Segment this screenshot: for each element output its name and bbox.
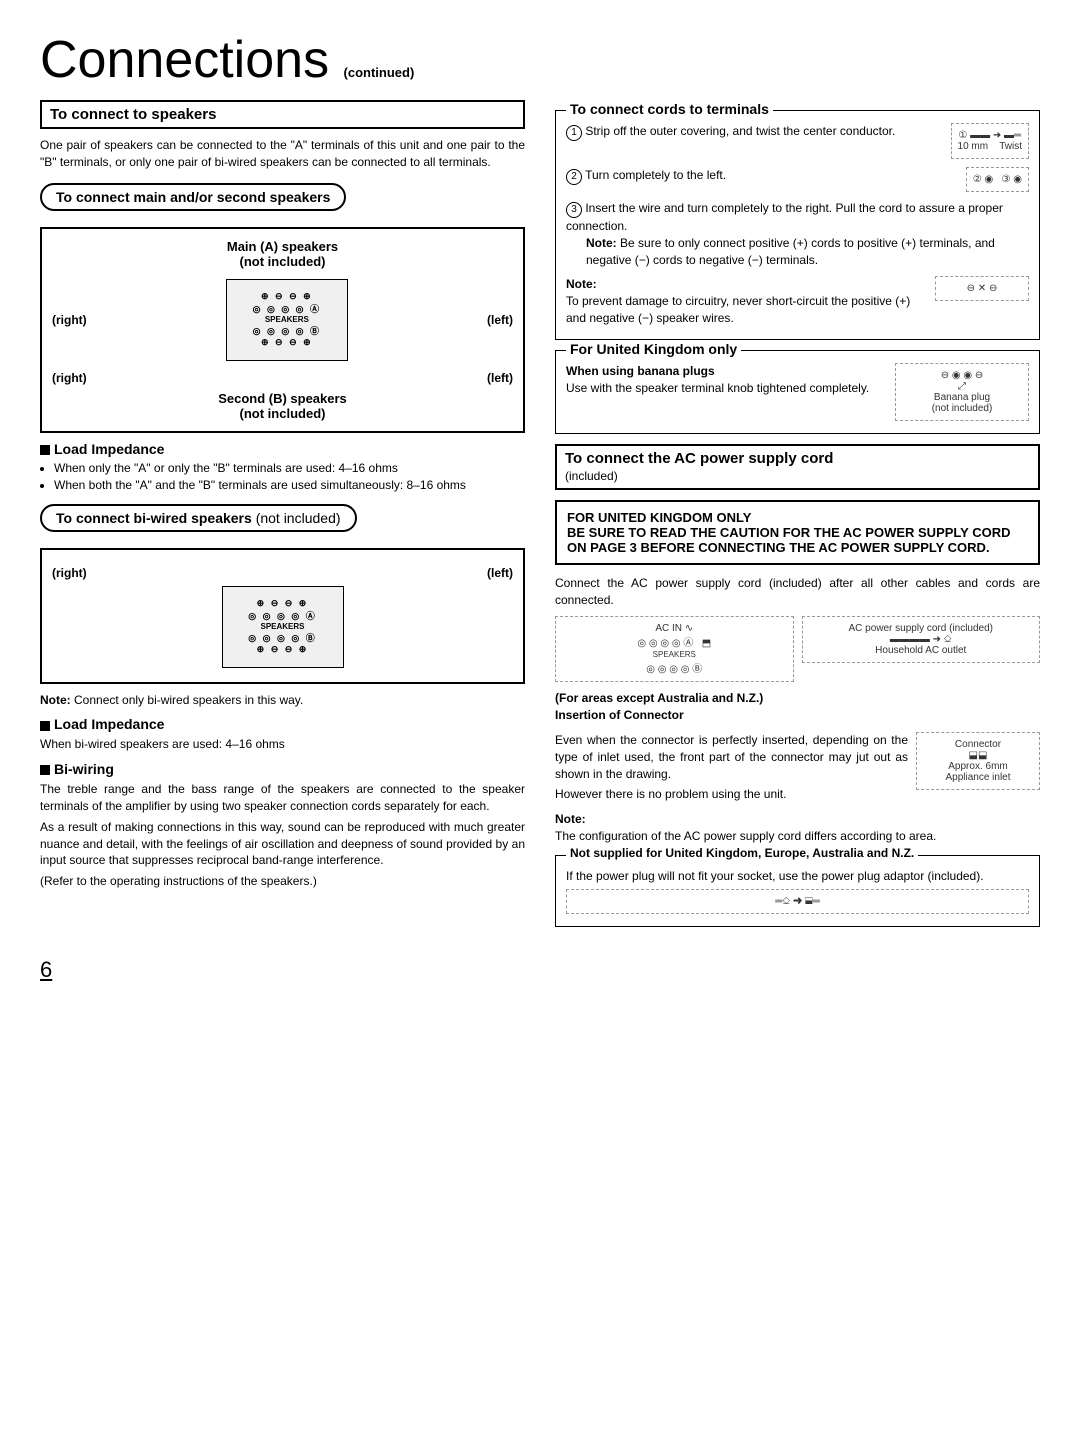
main-a-label: Main (A) speakers: [227, 239, 338, 254]
insertion-heading: Insertion of Connector: [555, 708, 684, 722]
strip-diagram: ① ▬▬ ➜ ▬═ 10 mm Twist: [951, 123, 1029, 159]
insertion-text: Even when the connector is perfectly ins…: [555, 732, 908, 782]
cords-terminals-legend: To connect cords to terminals: [566, 101, 773, 117]
ac-included-label: (included): [565, 469, 618, 483]
right-label-1: (right): [52, 313, 87, 327]
load-impedance-heading-2: Load Impedance: [40, 716, 525, 732]
except-aus-heading: (For areas except Australia and N.Z.) In…: [555, 690, 1040, 724]
main-speakers-title: Main (A) speakers (not included): [52, 239, 513, 269]
step-3-icon: 3: [566, 202, 582, 218]
right-column: To connect cords to terminals 1 Strip of…: [555, 100, 1040, 937]
step3-note-label: Note:: [586, 236, 617, 250]
speaker-terminal-panel-a: ⊕ ⊖ ⊖ ⊕ ◎ ◎ ◎ ◎ Ⓐ SPEAKERS ◎ ◎ ◎ ◎ Ⓑ ⊕ ⊖…: [226, 279, 348, 361]
step-2-icon: 2: [566, 169, 582, 185]
title-text: Connections: [40, 31, 329, 89]
biwired-diagram: (right) (left) ⊕ ⊖ ⊖ ⊕ ◎ ◎ ◎ ◎ Ⓐ SPEAKER…: [40, 548, 525, 684]
banana-text: When using banana plugs Use with the spe…: [566, 363, 887, 397]
biwiring-text-2: As a result of making connections in thi…: [40, 819, 525, 869]
second-b-label: Second (B) speakers: [218, 391, 347, 406]
ac-power-header: To connect the AC power supply cord (inc…: [555, 444, 1040, 490]
damage-note: Note: To prevent damage to circuitry, ne…: [566, 276, 927, 326]
banana-heading: When using banana plugs: [566, 364, 715, 378]
speaker-terminal-panel-biwire: ⊕ ⊖ ⊖ ⊕ ◎ ◎ ◎ ◎ Ⓐ SPEAKERS ◎ ◎ ◎ ◎ Ⓑ ⊕ ⊖…: [222, 586, 344, 668]
household-outlet-label: Household AC outlet: [875, 645, 966, 656]
ac-in-label: AC IN ∿: [655, 623, 693, 634]
ac-cord-label: AC power supply cord (included): [848, 623, 993, 634]
impedance-list: When only the "A" or only the "B" termin…: [40, 461, 525, 492]
step3-note-text: Be sure to only connect positive (+) cor…: [586, 236, 995, 267]
left-label-1: (left): [487, 313, 513, 327]
uk-warning-box: FOR UNITED KINGDOM ONLY BE SURE TO READ …: [555, 500, 1040, 565]
page-number: 6: [40, 957, 1040, 983]
step-1-icon: 1: [566, 125, 582, 141]
second-speakers-title: Second (B) speakers (not included): [52, 391, 513, 421]
square-icon-1: [40, 445, 50, 455]
speakers-panel-label-2: SPEAKERS: [260, 622, 304, 631]
right-label-3: (right): [52, 566, 87, 580]
connect-biwired-header: To connect bi-wired speakers (not includ…: [40, 504, 357, 532]
main-speakers-diagram: Main (A) speakers (not included) (right)…: [40, 227, 525, 433]
load-impedance-heading-1: Load Impedance: [40, 441, 525, 457]
adaptor-diagram: ═⎐ ➜ ⬓═: [566, 889, 1029, 914]
square-icon-3: [40, 765, 50, 775]
ac-connect-text: Connect the AC power supply cord (includ…: [555, 575, 1040, 609]
left-label-2: (left): [487, 371, 513, 385]
biwire-impedance-text: When bi-wired speakers are used: 4–16 oh…: [40, 736, 525, 753]
biwiring-text-1: The treble range and the bass range of t…: [40, 781, 525, 815]
uk-only-legend: For United Kingdom only: [566, 341, 741, 357]
left-label-3: (left): [487, 566, 513, 580]
step-1: 1 Strip off the outer covering, and twis…: [566, 123, 943, 141]
right-label-2: (right): [52, 371, 87, 385]
insertion-text-2: However there is no problem using the un…: [555, 786, 908, 803]
banana-diagram: ⊖ ◉ ◉ ⊖⤢ Banana plug (not included): [895, 363, 1029, 421]
biwired-label: To connect bi-wired speakers: [56, 510, 252, 526]
step-2: 2 Turn completely to the left.: [566, 167, 958, 185]
connect-main-second-header: To connect main and/or second speakers: [40, 183, 346, 211]
biwiring-heading: Bi-wiring: [40, 761, 525, 777]
connector-diagram: Connector ⬓⬓ Approx. 6mm Appliance inlet: [916, 732, 1040, 790]
continued-text: (continued): [344, 65, 415, 80]
adaptor-text: If the power plug will not fit your sock…: [566, 868, 1029, 885]
left-column: To connect to speakers One pair of speak…: [40, 100, 525, 937]
biwiring-text-3: (Refer to the operating instructions of …: [40, 873, 525, 890]
turn-diagram: ② ◉ ③ ◉: [966, 167, 1029, 192]
area-note: Note: The configuration of the AC power …: [555, 811, 1040, 845]
not-included-2: (not included): [240, 406, 326, 421]
biwired-not-included: (not included): [256, 510, 341, 526]
ac-cord-diagram: AC IN ∿ ◎ ◎ ◎ ◎ Ⓐ ⬒ SPEAKERS ◎ ◎ ◎ ◎ Ⓑ A…: [555, 612, 1040, 686]
uk-only-box: For United Kingdom only When using banan…: [555, 350, 1040, 434]
step-3: 3 Insert the wire and turn completely to…: [566, 200, 1029, 268]
square-icon-2: [40, 721, 50, 731]
impedance-item-1: When only the "A" or only the "B" termin…: [54, 461, 525, 475]
impedance-item-2: When both the "A" and the "B" terminals …: [54, 478, 525, 492]
not-supplied-legend: Not supplied for United Kingdom, Europe,…: [566, 846, 918, 860]
page-title: Connections (continued): [40, 30, 1040, 90]
not-supplied-box: Not supplied for United Kingdom, Europe,…: [555, 855, 1040, 927]
speakers-panel-label: SPEAKERS: [265, 315, 309, 324]
cords-terminals-box: To connect cords to terminals 1 Strip of…: [555, 110, 1040, 340]
short-circuit-diagram: ⊖ ✕ ⊖: [935, 276, 1029, 301]
connect-speakers-header: To connect to speakers: [40, 100, 525, 129]
not-included-1: (not included): [240, 254, 326, 269]
damage-note-label: Note:: [566, 277, 597, 291]
speakers-intro: One pair of speakers can be connected to…: [40, 137, 525, 171]
biwire-note: Note: Note: Connect only bi-wired speake…: [40, 692, 525, 709]
